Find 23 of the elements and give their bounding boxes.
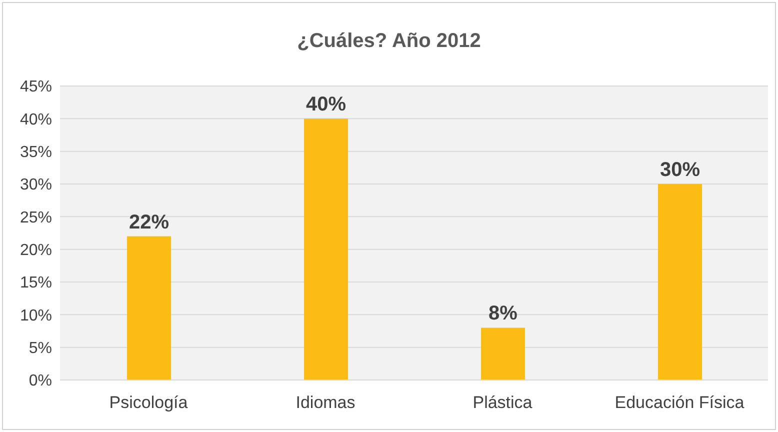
x-tick-label: Plástica	[472, 393, 533, 412]
data-label: 40%	[306, 94, 346, 116]
y-tick-label: 15%	[20, 274, 52, 292]
y-tick-label: 10%	[20, 307, 52, 324]
data-label: 22%	[128, 211, 170, 234]
data-label: 8%	[488, 302, 518, 325]
y-tick-label: 0%	[28, 372, 52, 390]
y-tick-label: 40%	[20, 111, 52, 128]
x-tick-label: Educación Física	[614, 393, 745, 412]
chart-title: ¿Cuáles? Año 2012	[296, 30, 482, 53]
bar	[127, 236, 171, 380]
y-tick-label: 30%	[20, 176, 52, 194]
bar	[658, 184, 702, 380]
data-label: 30%	[660, 159, 700, 181]
y-tick-label: 25%	[20, 209, 52, 226]
x-tick-label: Idiomas	[296, 393, 356, 412]
y-tick-label: 5%	[28, 340, 52, 358]
x-tick-label: Psicología	[109, 393, 188, 412]
y-tick-label: 45%	[20, 78, 52, 96]
y-tick-label: 20%	[20, 242, 52, 260]
bar	[304, 118, 348, 380]
y-tick-label: 35%	[20, 144, 52, 162]
bar	[481, 328, 525, 380]
